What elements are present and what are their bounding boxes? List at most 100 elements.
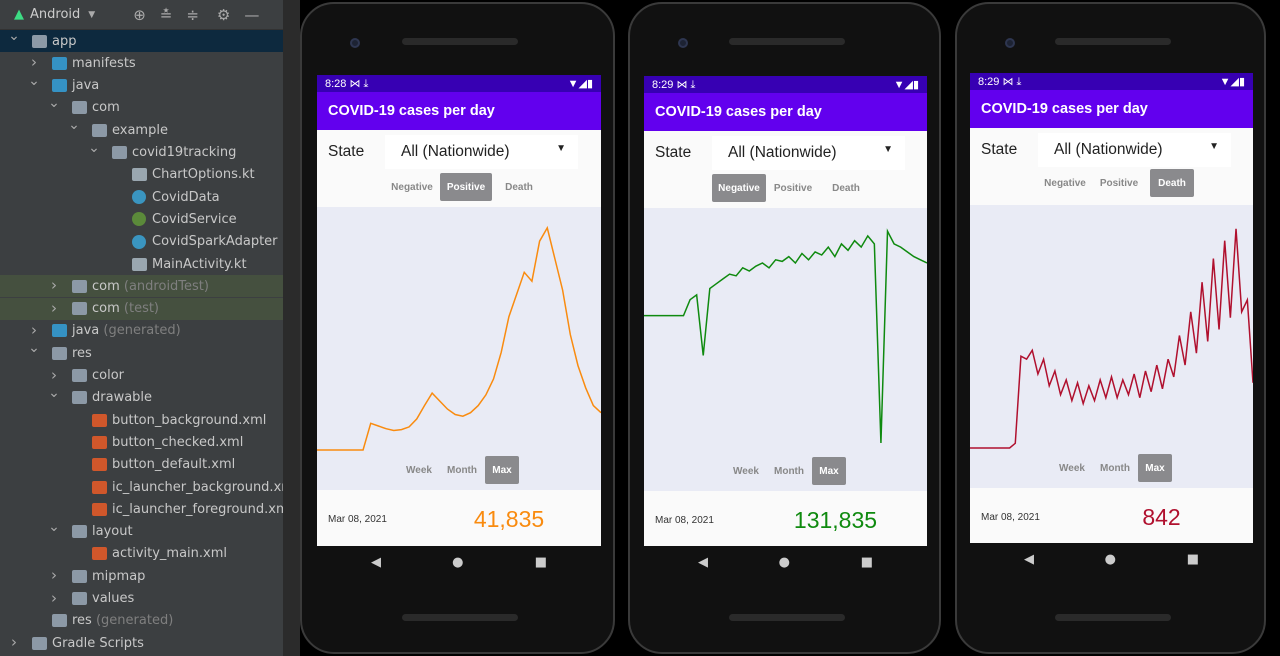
tree-item-layout[interactable]: ⌄ layout bbox=[0, 518, 283, 543]
range-max-button[interactable]: Max bbox=[1138, 454, 1172, 482]
tree-item-covid19tracking[interactable]: ⌄ covid19tracking bbox=[0, 139, 283, 164]
chevron-right-icon[interactable]: › bbox=[51, 365, 57, 384]
metric-positive-button[interactable]: Positive bbox=[440, 173, 492, 201]
metric-negative-button[interactable]: Negative bbox=[1044, 177, 1086, 189]
range-week-button[interactable]: Week bbox=[733, 465, 759, 477]
tree-item-covidservice[interactable]: CovidService bbox=[0, 208, 283, 230]
tree-item-java[interactable]: ⌄ java bbox=[0, 72, 283, 97]
chevron-right-icon[interactable]: › bbox=[51, 566, 57, 585]
tree-item-ic-launcher-background-xml[interactable]: ic_launcher_background.xml bbox=[0, 476, 298, 498]
metric-negative-button[interactable]: Negative bbox=[391, 181, 433, 193]
tree-item-com[interactable]: › com (androidTest) bbox=[0, 275, 283, 298]
tree-item-ic-launcher-foreground-xml[interactable]: ic_launcher_foreground.xml ( bbox=[0, 498, 301, 520]
label-text: MainActivity.kt bbox=[152, 256, 247, 272]
chevron-down-icon[interactable]: ⌄ bbox=[88, 139, 100, 156]
tree-item-app[interactable]: ⌄ app bbox=[0, 28, 283, 52]
chevron-down-icon[interactable]: ⌄ bbox=[28, 72, 40, 89]
tree-item-values[interactable]: › values bbox=[0, 588, 283, 610]
tree-item-manifests[interactable]: › manifests bbox=[0, 52, 283, 74]
chevron-down-icon[interactable]: ⌄ bbox=[48, 518, 60, 535]
range-week-button[interactable]: Week bbox=[406, 464, 432, 476]
metric-death-button[interactable]: Death bbox=[1150, 169, 1194, 197]
xml-file-icon bbox=[92, 480, 107, 494]
tree-item-label: ic_launcher_background.xml bbox=[112, 480, 298, 495]
package-icon bbox=[72, 592, 87, 605]
recents-icon[interactable]: ■ bbox=[1186, 552, 1199, 567]
range-month-button[interactable]: Month bbox=[1100, 462, 1130, 474]
tree-item-res[interactable]: res (generated) bbox=[0, 610, 283, 632]
folder-icon bbox=[52, 56, 67, 70]
back-icon[interactable]: ◀ bbox=[1024, 552, 1034, 567]
tree-item-coviddata[interactable]: CovidData bbox=[0, 186, 283, 208]
chevron-right-icon[interactable]: › bbox=[51, 298, 57, 317]
tree-item-gradle-scripts[interactable]: › Gradle Scripts bbox=[0, 632, 283, 654]
tree-item-label: MainActivity.kt bbox=[152, 257, 247, 272]
chevron-right-icon[interactable]: › bbox=[31, 53, 37, 72]
range-max-button[interactable]: Max bbox=[485, 456, 519, 484]
chevron-down-icon[interactable]: ▼ bbox=[88, 9, 96, 20]
tree-item-button-checked-xml[interactable]: button_checked.xml bbox=[0, 431, 283, 453]
state-spinner[interactable]: All (Nationwide) ▼ bbox=[712, 136, 905, 170]
tree-item-chartoptions-kt[interactable]: ChartOptions.kt bbox=[0, 164, 283, 186]
tree-item-com[interactable]: ⌄ com bbox=[0, 94, 283, 119]
chevron-down-icon[interactable]: ⌄ bbox=[68, 117, 80, 134]
tree-item-covidsparkadapter[interactable]: CovidSparkAdapter bbox=[0, 231, 283, 253]
chevron-right-icon[interactable]: › bbox=[51, 588, 57, 607]
gear-icon[interactable]: ⚙ bbox=[216, 5, 231, 24]
tree-item-mainactivity-kt[interactable]: MainActivity.kt bbox=[0, 253, 283, 275]
metric-death-button[interactable]: Death bbox=[505, 181, 533, 193]
state-label: State bbox=[328, 143, 365, 160]
status-time: 8:29 bbox=[652, 78, 674, 91]
expand-all-icon[interactable]: ≛ bbox=[159, 5, 173, 24]
tree-item-com[interactable]: › com (test) bbox=[0, 297, 283, 320]
view-selector[interactable]: Android bbox=[30, 7, 81, 22]
back-icon[interactable]: ◀ bbox=[371, 555, 381, 570]
chevron-right-icon[interactable]: › bbox=[11, 633, 17, 652]
tree-item-button-background-xml[interactable]: button_background.xml bbox=[0, 409, 283, 431]
recents-icon[interactable]: ■ bbox=[534, 555, 547, 570]
chevron-down-icon[interactable]: ⌄ bbox=[8, 28, 20, 44]
chevron-right-icon[interactable]: › bbox=[51, 276, 57, 295]
chevron-down-icon[interactable]: ⌄ bbox=[28, 340, 40, 357]
metric-positive-button[interactable]: Positive bbox=[773, 182, 813, 194]
metric-death-button[interactable]: Death bbox=[832, 182, 860, 194]
range-month-button[interactable]: Month bbox=[447, 464, 477, 476]
state-spinner[interactable]: All (Nationwide) ▼ bbox=[1038, 133, 1231, 167]
range-month-button[interactable]: Month bbox=[774, 465, 804, 477]
back-icon[interactable]: ◀ bbox=[698, 555, 708, 570]
home-icon[interactable]: ● bbox=[1104, 552, 1117, 567]
tree-item-mipmap[interactable]: › mipmap bbox=[0, 565, 283, 587]
state-value: All (Nationwide) bbox=[728, 144, 837, 161]
collapse-all-icon[interactable]: ≑ bbox=[186, 5, 199, 24]
tree-item-drawable[interactable]: ⌄ drawable bbox=[0, 384, 283, 409]
label-text: ChartOptions.kt bbox=[152, 167, 255, 183]
tree-item-example[interactable]: ⌄ example bbox=[0, 117, 283, 141]
locate-icon[interactable]: ⊕ bbox=[133, 5, 146, 24]
chevron-down-icon[interactable]: ⌄ bbox=[48, 384, 60, 401]
download-icon: ⤓ bbox=[690, 78, 696, 91]
tree-item-label: layout bbox=[92, 524, 133, 539]
minimize-icon[interactable]: — bbox=[244, 5, 260, 24]
chevron-down-icon[interactable]: ⌄ bbox=[48, 94, 60, 111]
tree-item-activity-main-xml[interactable]: activity_main.xml bbox=[0, 543, 283, 565]
tree-item-java[interactable]: › java (generated) bbox=[0, 320, 283, 342]
range-max-button[interactable]: Max bbox=[812, 457, 846, 485]
label-text: com bbox=[92, 301, 120, 317]
label-text: covid19tracking bbox=[132, 145, 237, 160]
range-week-button[interactable]: Week bbox=[1059, 462, 1085, 474]
state-spinner[interactable]: All (Nationwide) ▼ bbox=[385, 135, 578, 169]
metric-negative-button[interactable]: Negative bbox=[712, 174, 766, 202]
chevron-right-icon[interactable]: › bbox=[31, 320, 37, 339]
tree-item-color[interactable]: › color bbox=[0, 365, 283, 387]
status-bar: 8:29 ⋈ ⤓ ▼◢▮ bbox=[644, 76, 927, 93]
home-icon[interactable]: ● bbox=[778, 555, 791, 570]
tree-item-res[interactable]: ⌄ res bbox=[0, 340, 283, 364]
tree-item-button-default-xml[interactable]: button_default.xml bbox=[0, 454, 283, 476]
state-value: All (Nationwide) bbox=[401, 143, 510, 160]
home-icon[interactable]: ● bbox=[452, 555, 464, 570]
tree-item-label: com (test) bbox=[92, 301, 159, 316]
metric-positive-button[interactable]: Positive bbox=[1099, 177, 1139, 189]
recents-icon[interactable]: ■ bbox=[860, 555, 873, 570]
folder-icon bbox=[52, 79, 67, 93]
label-text: java bbox=[72, 78, 100, 94]
